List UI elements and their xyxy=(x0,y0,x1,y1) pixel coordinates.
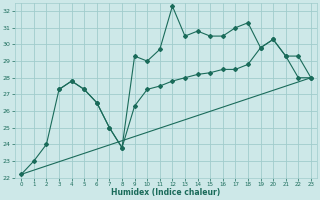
X-axis label: Humidex (Indice chaleur): Humidex (Indice chaleur) xyxy=(111,188,221,197)
